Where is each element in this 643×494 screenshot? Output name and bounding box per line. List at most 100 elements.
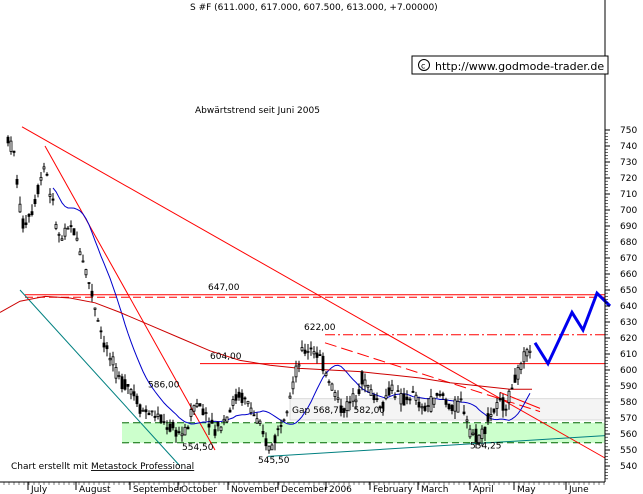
candle-body [348,401,352,404]
x-month-label: July [30,485,48,494]
y-tick-label: 540 [620,462,637,472]
candle-body [525,349,529,357]
candle-body [156,413,160,417]
candle-body [201,408,205,416]
candle-body [231,399,235,406]
candle-body [345,401,349,411]
candle-body [495,402,499,409]
candle-body [30,211,34,215]
short-resistance-line [499,391,541,409]
y-tick-label: 670 [620,254,637,264]
candle-body [402,393,406,406]
candle-body [255,418,259,424]
candle-body [318,354,322,357]
candle-body [57,233,61,236]
y-tick-label: 740 [620,142,637,152]
y-tick-label: 750 [620,126,637,136]
y-tick-label: 720 [620,174,637,184]
candle-body [123,379,127,390]
candle-body [498,398,502,401]
level-label: 604,00 [210,352,242,362]
candle-body [342,408,346,413]
x-month-label: November [231,485,278,494]
candle-body [303,349,307,354]
candle-body [528,350,532,353]
candle-body [483,426,487,435]
candle-body [6,136,10,144]
candle-body [243,397,247,400]
candle-body [117,375,121,377]
candle-body [129,389,133,395]
candle-body [18,203,22,213]
teal-channel-line [19,289,181,467]
candle-body [171,421,175,429]
candle-body [273,435,277,444]
copyright-url: http://www.godmode-trader.de [435,60,604,73]
candle-body [165,427,169,430]
candle-body [93,307,97,310]
candle-body [414,394,418,401]
candle-body [519,363,523,370]
candle-body [207,423,211,428]
level-label: 622,00 [304,323,336,333]
y-tick-label: 680 [620,238,637,248]
candle-body [168,423,172,432]
candle-body [327,381,331,384]
candle-body [330,383,334,391]
candle-body [72,228,76,236]
x-month-label: September [133,485,183,494]
candle-body [291,381,295,390]
candle-body [39,177,43,181]
candle-body [186,426,190,430]
trend-annotation: Abwärtstrend seit Juni 2005 [195,106,320,116]
candle-body [360,371,364,385]
candle-body [399,393,403,405]
steep-downtrend-line [44,145,216,451]
candle-body [33,199,37,204]
y-tick-label: 650 [620,286,637,296]
y-tick-label: 580 [620,398,637,408]
candle-body [135,395,139,405]
candle-body [54,223,58,229]
candle-body [477,434,481,444]
candle-body [138,404,142,414]
y-tick-label: 640 [620,302,637,312]
candle-body [144,409,148,413]
candle-body [429,396,433,412]
y-tick-label: 570 [620,414,637,424]
candle-body [468,428,472,438]
level-labels: 647,00 622,00 604,00 586,00 554,50 545,50 554,… [148,283,502,466]
candles [6,135,532,454]
candle-body [42,166,46,170]
candle-body [378,406,382,409]
projection-path [533,290,612,367]
candle-body [99,330,103,333]
candle-body [309,347,313,350]
candle-body [204,412,208,414]
candle-body [69,225,73,227]
candle-body [420,406,424,409]
candle-body [15,178,19,185]
chart-title: S #F (611.000, 617.000, 607.500, 613.000… [190,3,438,13]
x-month-label: December [281,485,328,494]
candle-body [336,397,340,401]
candle-body [381,401,385,409]
candle-body [189,409,193,417]
candle-body [45,173,49,176]
candle-body [198,403,202,407]
support-trendline [267,435,606,457]
candle-body [180,433,184,437]
candle-body [510,387,514,390]
candle-body [159,414,163,423]
ma-slow-line [0,295,532,390]
candle-body [81,260,85,263]
x-month-label: February [373,485,414,494]
y-axis-ticks: 540 550 560 570 580 590 600 610 620 630 640 650 660 6… [605,126,637,480]
candle-body [51,198,55,201]
candle-body [84,269,88,276]
candle-body [411,390,415,393]
candle-body [450,405,454,411]
candle-body [222,418,226,422]
candle-body [417,401,421,408]
candle-body [294,365,298,378]
